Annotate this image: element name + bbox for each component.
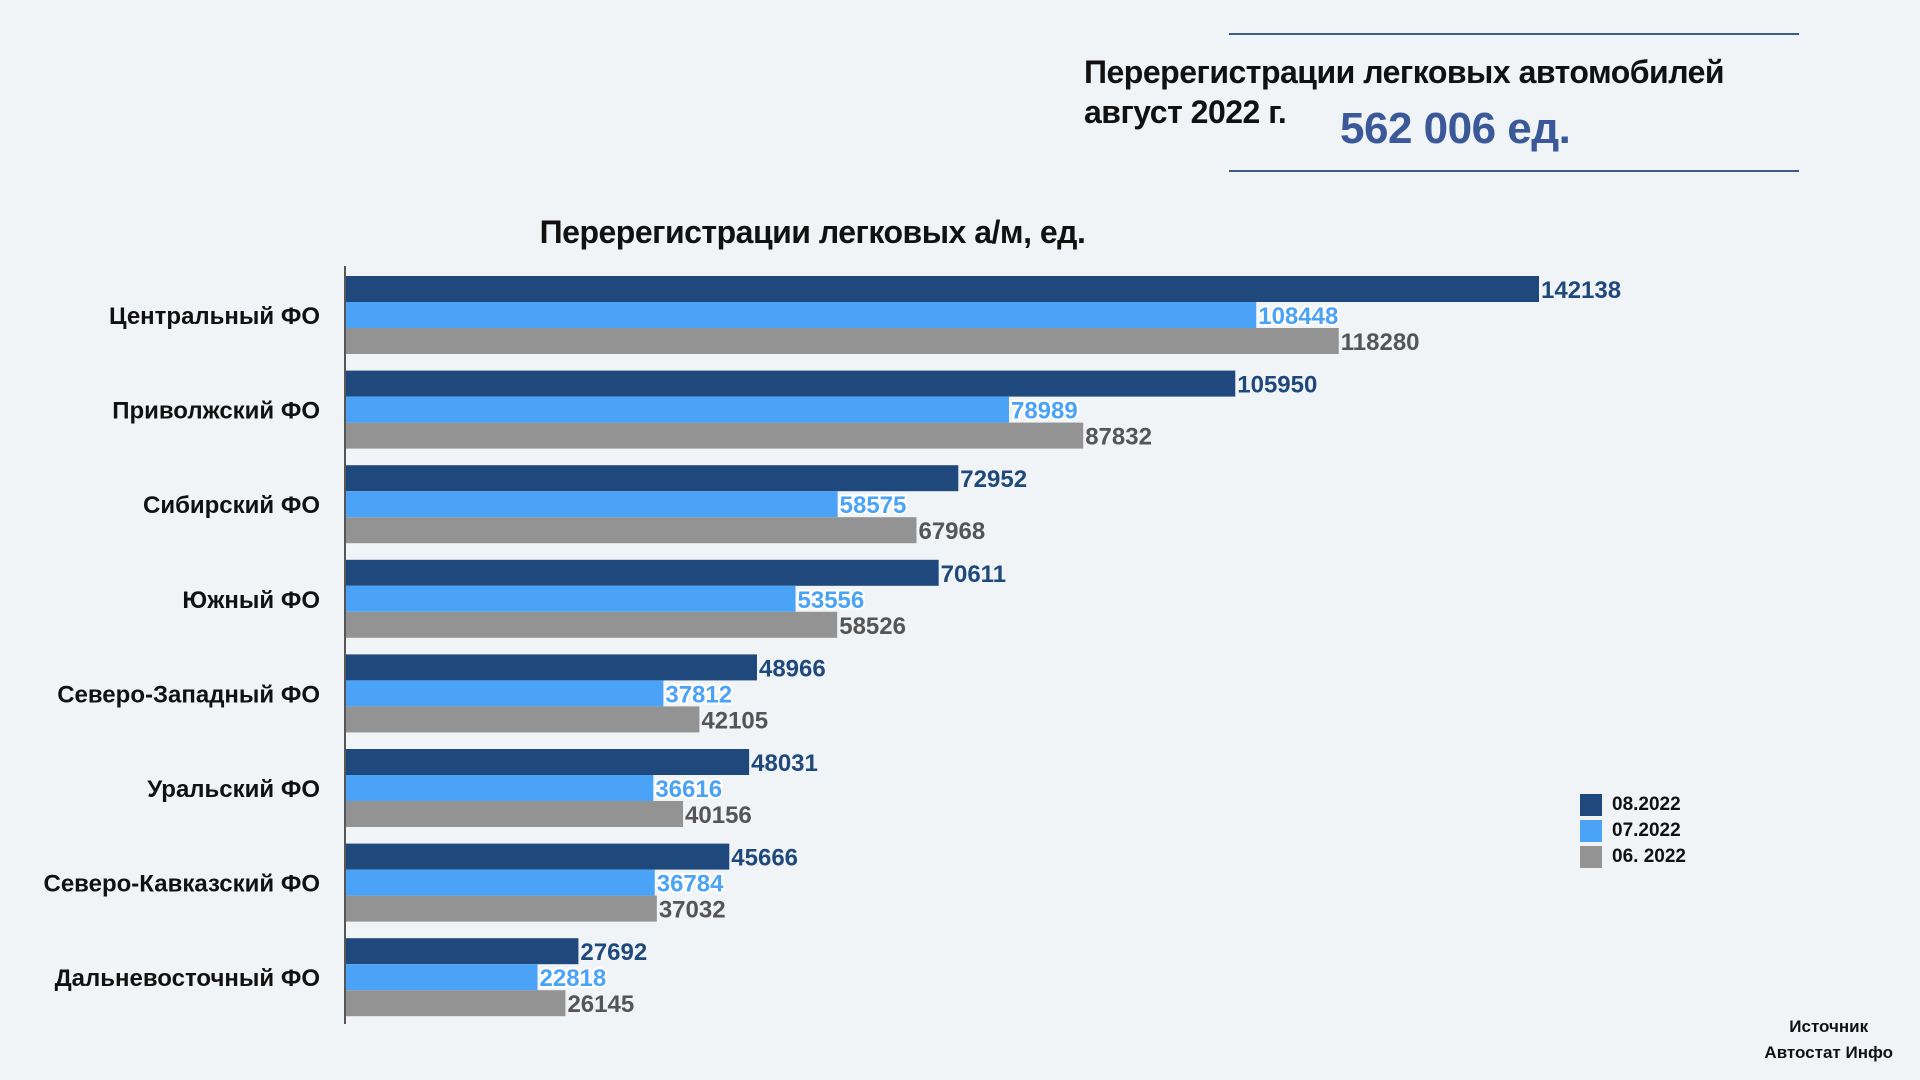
bar-07.2022 [346, 396, 1009, 423]
data-label: 48031 [751, 750, 818, 777]
source-note: Источник Автостат Инфо [1764, 1014, 1893, 1066]
bar-07.2022 [346, 585, 796, 612]
category-label: Приволжский ФО [112, 398, 320, 425]
header-title-line2: август 2022 г. [1084, 94, 1287, 130]
bar-06.2022 [346, 990, 566, 1017]
data-label: 72952 [960, 466, 1027, 493]
bar-07.2022 [346, 680, 664, 707]
data-label: 118280 [1341, 329, 1420, 356]
data-label: 26145 [567, 991, 634, 1018]
data-label: 27692 [580, 939, 647, 966]
data-label: 105950 [1237, 372, 1317, 399]
header-total: 562 006 ед. [1340, 104, 1571, 153]
data-label: 45666 [731, 845, 798, 872]
data-label: 42105 [701, 707, 768, 734]
bar-06.2022 [346, 801, 684, 827]
legend-item-aug: 08.2022 [1580, 792, 1686, 818]
legend-label-jul: 07.2022 [1612, 820, 1681, 841]
data-label: 142138 [1541, 277, 1621, 304]
legend-item-jun: 06. 2022 [1580, 844, 1686, 870]
bar-08.2022 [346, 749, 750, 775]
bar-07.2022 [346, 491, 838, 518]
category-label: Дальневосточный ФО [55, 965, 320, 992]
category-label: Уральский ФО [147, 776, 320, 803]
bar-08.2022 [346, 843, 730, 870]
source-line1: Источник [1789, 1017, 1869, 1036]
data-label: 70611 [941, 561, 1006, 588]
bar-06.2022 [346, 611, 838, 638]
legend-label-aug: 08.2022 [1612, 794, 1681, 815]
bar-06.2022 [346, 422, 1084, 449]
data-label: 58575 [840, 492, 907, 519]
data-label: 37032 [659, 897, 726, 924]
bar-06.2022 [346, 517, 917, 544]
bar-07.2022 [346, 302, 1257, 328]
data-label: 37812 [665, 681, 732, 708]
bar-08.2022 [346, 465, 959, 492]
legend-swatch-jul [1580, 820, 1602, 842]
data-label: 53556 [798, 587, 865, 614]
data-label: 36784 [657, 871, 724, 898]
legend-swatch-aug [1580, 794, 1602, 816]
bar-08.2022 [346, 559, 939, 586]
bar-08.2022 [346, 938, 579, 965]
bar-08.2022 [346, 370, 1236, 397]
bar-06.2022 [346, 706, 700, 733]
category-label: Сибирский ФО [143, 492, 320, 519]
bar-07.2022 [346, 964, 538, 991]
header-title: Перерегистрации легковых автомобилей авг… [1084, 52, 1725, 132]
category-label: Центральный ФО [109, 303, 320, 330]
data-label: 48966 [759, 655, 826, 682]
legend-item-jul: 07.2022 [1580, 818, 1686, 844]
data-label: 108448 [1258, 303, 1338, 330]
bar-06.2022 [346, 328, 1339, 354]
bar-06.2022 [346, 895, 657, 922]
data-label: 87832 [1085, 424, 1152, 451]
bar-08.2022 [346, 654, 757, 681]
legend-swatch-jun [1580, 846, 1602, 868]
source-line2: Автостат Инфо [1764, 1043, 1893, 1062]
bar-07.2022 [346, 775, 654, 801]
data-label: 40156 [685, 802, 752, 829]
category-label: Северо-Западный ФО [57, 681, 320, 708]
data-label: 78989 [1011, 398, 1078, 425]
header-frame [1229, 33, 1799, 172]
data-label: 36616 [655, 776, 722, 803]
bar-08.2022 [346, 276, 1539, 302]
data-label: 67968 [918, 518, 985, 545]
chart-legend: 08.2022 07.2022 06. 2022 [1580, 792, 1686, 870]
chart-title: Перерегистрации легковых а/м, ед. [539, 214, 1086, 250]
data-label: 58526 [839, 613, 906, 640]
data-label: 22818 [540, 965, 607, 992]
category-label: Южный ФО [182, 587, 320, 614]
legend-label-jun: 06. 2022 [1612, 846, 1686, 867]
header-title-line1: Перерегистрации легковых автомобилей [1084, 54, 1725, 90]
bar-07.2022 [346, 869, 655, 896]
category-label: Северо-Кавказский ФО [44, 871, 321, 898]
